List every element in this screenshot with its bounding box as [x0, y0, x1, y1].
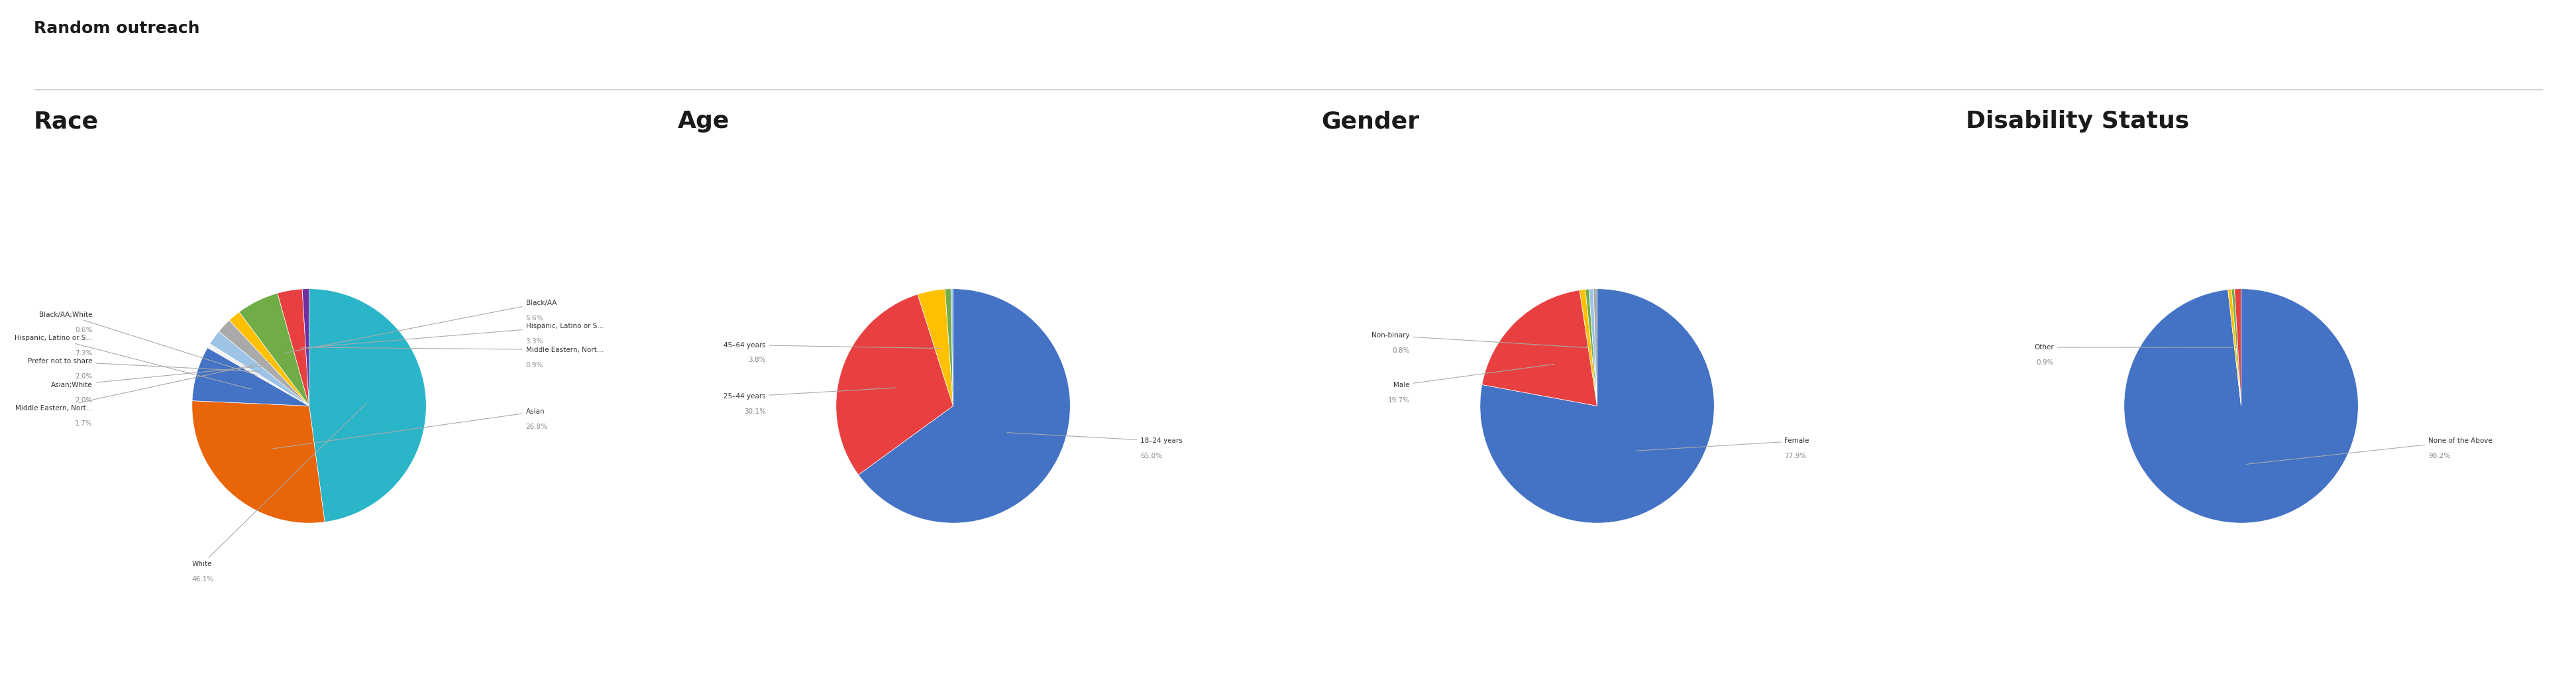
Text: Middle Eastern, Nort...: Middle Eastern, Nort... [309, 346, 603, 353]
Text: Other: Other [2035, 344, 2239, 351]
Wedge shape [240, 293, 309, 406]
Text: 2.0%: 2.0% [75, 397, 93, 403]
Text: 3.8%: 3.8% [747, 357, 765, 363]
Text: Female: Female [1636, 438, 1808, 451]
Wedge shape [1595, 289, 1597, 406]
Text: Asian;White: Asian;White [52, 366, 265, 388]
Text: 7.3%: 7.3% [75, 350, 93, 356]
Text: Middle Eastern, Nort...: Middle Eastern, Nort... [15, 361, 270, 411]
Text: Gender: Gender [1321, 110, 1419, 133]
Wedge shape [945, 289, 953, 406]
Text: 5.6%: 5.6% [526, 314, 544, 321]
Wedge shape [219, 320, 309, 406]
Text: 0.9%: 0.9% [2035, 359, 2053, 366]
Wedge shape [301, 289, 309, 406]
Text: 3.3%: 3.3% [526, 338, 544, 345]
Text: Hispanic, Latino or S...: Hispanic, Latino or S... [15, 334, 250, 389]
Text: 25–44 years: 25–44 years [724, 388, 896, 400]
Text: 2.0%: 2.0% [75, 374, 93, 380]
Text: Male: Male [1394, 364, 1553, 388]
Text: Black/AA: Black/AA [286, 299, 556, 353]
Text: 65.0%: 65.0% [1141, 453, 1162, 460]
Text: Random outreach: Random outreach [33, 21, 198, 36]
Wedge shape [193, 347, 309, 406]
Text: Age: Age [677, 110, 729, 133]
Wedge shape [209, 344, 309, 406]
Wedge shape [837, 294, 953, 475]
Wedge shape [209, 332, 309, 406]
Text: 18–24 years: 18–24 years [1007, 433, 1182, 444]
Text: 26.8%: 26.8% [526, 424, 549, 430]
Text: 0.8%: 0.8% [1391, 347, 1409, 354]
Text: White: White [193, 403, 366, 568]
Wedge shape [1481, 289, 1713, 523]
Text: Hispanic, Latino or S...: Hispanic, Latino or S... [301, 323, 603, 348]
Wedge shape [1481, 290, 1597, 406]
Text: 1.7%: 1.7% [75, 420, 93, 427]
Text: Non-binary: Non-binary [1370, 332, 1587, 347]
Text: 77.9%: 77.9% [1785, 453, 1806, 460]
Wedge shape [917, 289, 953, 406]
Text: None of the Above: None of the Above [2246, 438, 2494, 464]
Text: 0.9%: 0.9% [526, 362, 544, 368]
Text: 19.7%: 19.7% [1388, 397, 1409, 403]
Text: Asian: Asian [270, 409, 544, 449]
Text: 98.2%: 98.2% [2429, 453, 2450, 460]
Text: 0.6%: 0.6% [75, 327, 93, 333]
Wedge shape [1589, 289, 1597, 406]
Wedge shape [278, 289, 309, 406]
Text: Race: Race [33, 110, 98, 133]
Text: 30.1%: 30.1% [744, 409, 765, 415]
Wedge shape [2125, 289, 2357, 523]
Wedge shape [858, 289, 1069, 523]
Wedge shape [309, 289, 425, 522]
Wedge shape [2228, 289, 2241, 406]
Text: Prefer not to share: Prefer not to share [28, 358, 260, 372]
Text: 46.1%: 46.1% [193, 576, 214, 583]
Text: Black/AA;White: Black/AA;White [39, 311, 258, 375]
Text: Disability Status: Disability Status [1965, 110, 2190, 133]
Wedge shape [193, 401, 325, 523]
Text: 45–64 years: 45–64 years [724, 342, 940, 348]
Wedge shape [2231, 289, 2241, 406]
Wedge shape [229, 312, 309, 406]
Wedge shape [1584, 289, 1597, 406]
Wedge shape [1579, 290, 1597, 406]
Wedge shape [2233, 289, 2241, 406]
